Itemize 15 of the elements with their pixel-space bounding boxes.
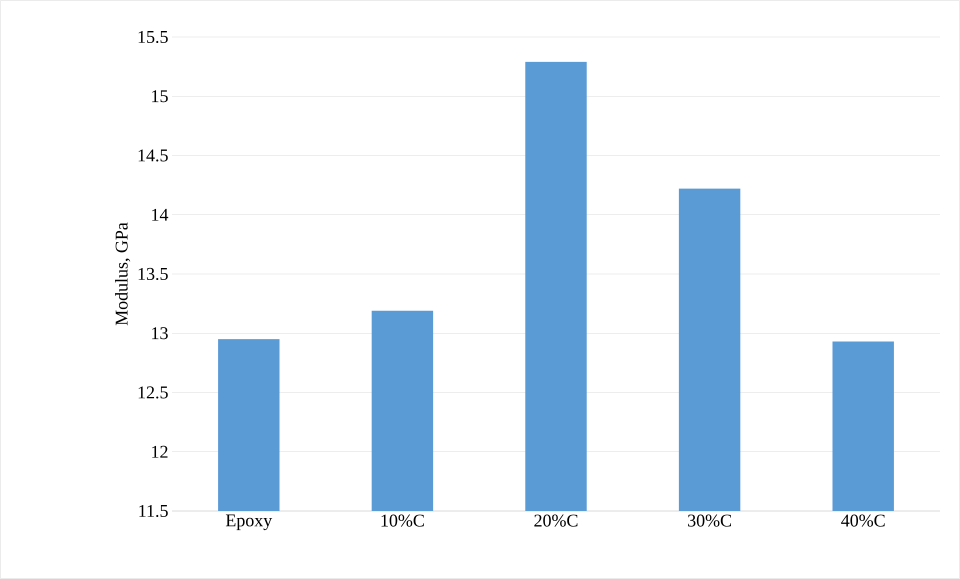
x-tick-label: 20%C	[534, 514, 578, 527]
x-tick-label: Epoxy	[226, 514, 272, 530]
y-tick-label: 12.5	[138, 386, 168, 399]
y-tick-label: 14.5	[138, 149, 168, 162]
y-tick-label: 15	[152, 90, 168, 102]
y-axis-title: Modulus, GPa	[115, 222, 130, 326]
y-tick-label: 15.5	[138, 30, 168, 44]
x-tick-label: 40%C	[841, 514, 885, 527]
y-tick-label: 13.5	[138, 268, 168, 280]
y-tick-label: 13	[152, 327, 168, 340]
y-tick-label: 11.5	[139, 504, 168, 518]
y-tick-label: 12	[152, 446, 168, 458]
x-tick-label: 10%C	[382, 514, 424, 527]
y-tick-label: 14	[152, 208, 168, 221]
x-tick-label: 30%C	[688, 514, 732, 527]
